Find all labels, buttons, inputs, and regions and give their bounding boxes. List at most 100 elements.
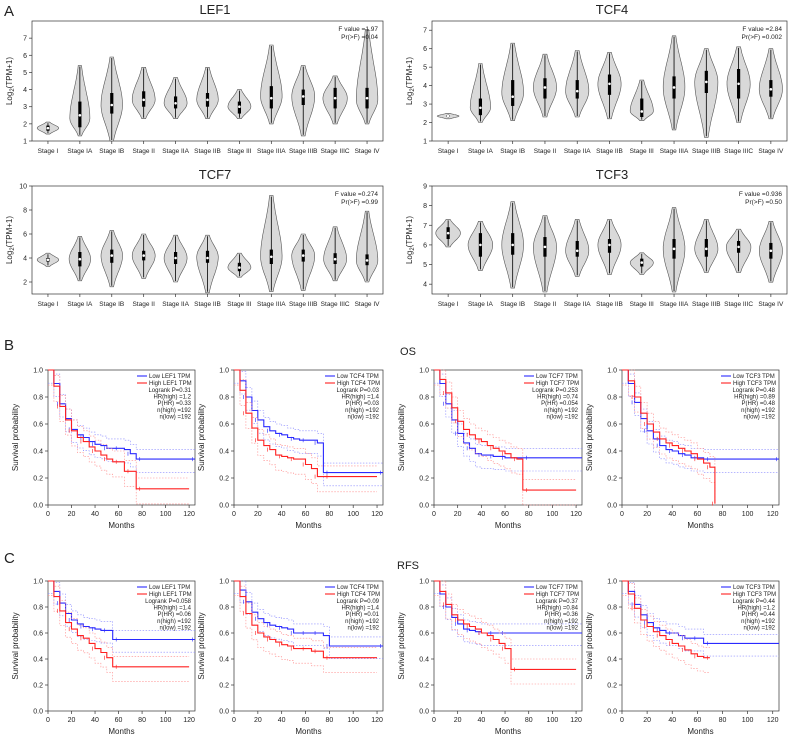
panel-label-c: C [4,550,15,567]
ci-lower-low [48,593,195,653]
plot-frame [433,369,583,506]
y-tick-label: 4 [23,87,27,94]
legend-entry: Low TCF4 TPM [337,585,379,591]
x-tick-label: 80 [138,717,146,724]
x-tick-label: 20 [254,717,262,724]
x-tick-label: 100 [547,511,559,518]
x-tick-label: 60 [115,717,123,724]
plot-frame [47,580,196,712]
km-curve-low [234,369,383,474]
y-tick-label: 0.0 [607,709,617,716]
y-tick-label: 0.4 [33,449,43,456]
km-stat: Logrank P=0.09 [336,599,379,605]
km-stat: n(high) =192 [544,408,579,414]
x-tick-label: Stage IIB [596,148,623,155]
x-tick-label: 40 [278,717,286,724]
x-tick-label: 20 [454,717,462,724]
violin-median [672,86,676,89]
legend-entry: High TCF7 TPM [536,381,579,387]
x-tick-label: 60 [501,717,509,724]
violin-median [206,256,209,260]
violin-median [769,249,773,253]
x-tick-label: 120 [371,717,383,724]
x-tick-label: 80 [325,717,333,724]
legend-entry: Low TCF4 TPM [337,374,379,380]
x-tick-label: 20 [643,511,651,518]
x-tick-label: 100 [160,511,172,518]
x-tick-label: 40 [477,511,485,518]
x-tick-label: 100 [547,717,559,724]
violin-median [608,82,611,86]
violin-median [705,247,708,251]
y-tick-label: 0.0 [33,503,43,510]
x-tick-label: 60 [302,717,310,724]
x-tick-label: 80 [719,511,727,518]
km-stat: n(low) =192 [546,414,578,420]
y-tick-label: 0.6 [419,422,429,429]
x-tick-label: Stage IA [67,148,93,155]
x-tick-label: 20 [454,511,462,518]
km-curve-high [434,369,577,491]
x-tick-label: Stage IIIA [257,301,286,308]
y-tick-label: 0.8 [419,605,429,612]
x-tick-label: 0 [620,717,624,724]
stat-pr-value: Pr(>F) =0.002 [742,34,783,41]
x-tick-label: 120 [183,511,195,518]
km-stat: n(low) =192 [743,625,775,631]
y-tick-label: 7 [423,223,427,230]
violin-median [737,245,740,249]
x-tick-label: 0 [432,717,436,724]
violin-median [110,103,114,107]
x-tick-label: 120 [767,717,779,724]
x-tick-label: 80 [525,511,533,518]
ci-lower-low [622,593,779,657]
km-curve-high [48,369,190,490]
y-tick-label: 1.0 [607,368,617,375]
x-tick-label: 0 [232,511,236,518]
x-tick-label: 0 [432,511,436,518]
violin-median [270,255,273,259]
y-tick-label: 0.2 [219,683,229,690]
ci-upper-high [234,580,377,648]
legend-entry: High TCF3 TPM [733,381,776,387]
km-stat: P(HR) =0.44 [741,612,775,618]
y-tick-label: 1.0 [219,579,229,586]
violin-median [769,88,773,91]
x-tick-label: Stage IIIC [724,148,753,155]
km-chart-rfs_tcf4: Survival probability Months 0.0 0.2 0.4 0.6 0.… [197,579,384,736]
x-tick-label: Stage IIIC [321,148,350,155]
legend-entry: High TCF4 TPM [337,592,380,598]
ci-lower-high [434,384,577,506]
x-tick-label: 60 [693,511,701,518]
stat-f-value: F value =2.84 [742,26,782,33]
x-tick-label: 40 [477,717,485,724]
y-tick-label: 0.0 [419,503,429,510]
y-tick-label: 4 [423,282,427,289]
violin-median [206,98,209,102]
x-tick-label: 100 [742,511,754,518]
legend-entry: High LEF1 TPM [149,592,192,598]
km-stat: n(high) =192 [544,619,579,625]
legend-entry: High TCF3 TPM [733,592,776,598]
panel-label-b: B [4,337,14,354]
ci-lower-high [622,384,716,505]
violin-median [543,86,547,89]
y-tick-label: 0.6 [219,422,229,429]
x-axis-label: Months [108,727,134,736]
violin-iqr-box [575,80,579,99]
x-tick-label: Stage III [227,148,251,155]
x-tick-label: Stage II [534,148,557,155]
km-stat: n(low) =192 [347,414,379,420]
y-axis-label: Survival probability [397,612,406,679]
violin-median [270,96,273,100]
km-stat: HR(high) =1.4 [341,395,379,401]
legend-entry: Low TCF3 TPM [733,374,775,380]
y-tick-label: 0.2 [607,476,617,483]
x-tick-label: Stage IA [67,301,93,308]
legend-entry: Low TCF7 TPM [536,585,578,591]
x-tick-label: Stage III [630,148,654,155]
chart-title: LEF1 [199,2,230,17]
stat-pr-value: Pr(>F) =0.99 [341,199,378,206]
x-tick-label: Stage IIIA [257,148,286,155]
